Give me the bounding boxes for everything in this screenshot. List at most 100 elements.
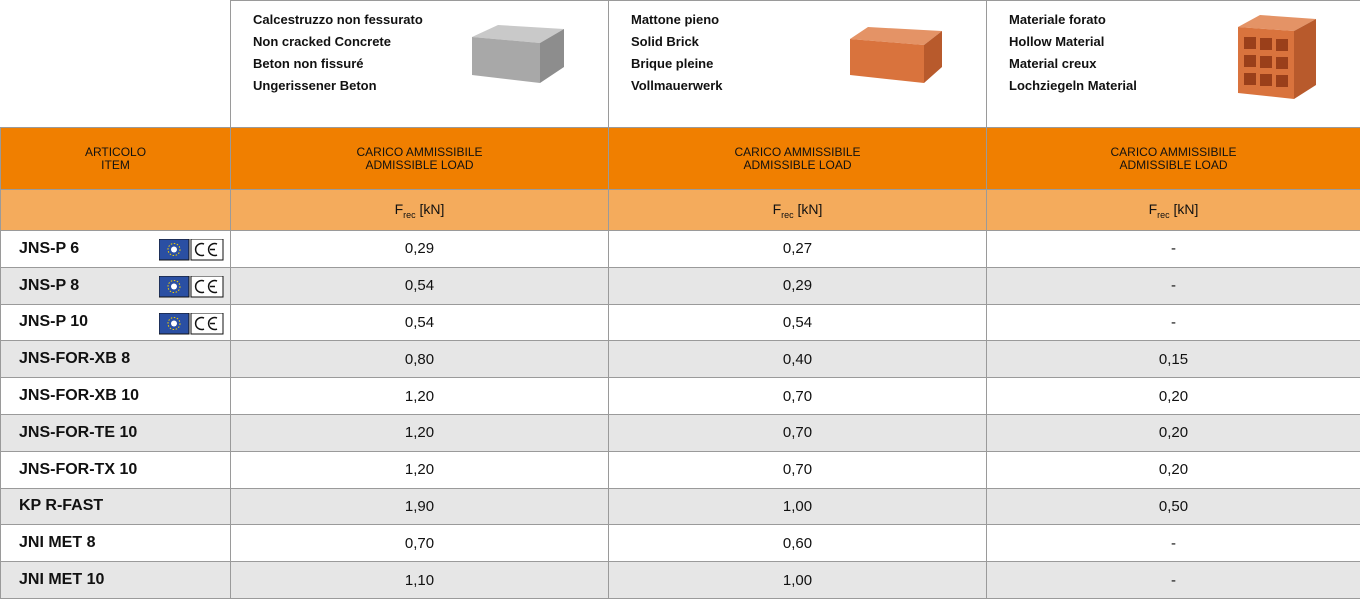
value-cell: 0,60	[609, 525, 987, 562]
value-cell: 0,54	[231, 304, 609, 341]
item-cell: JNI MET 8	[1, 525, 231, 562]
material-label: Hollow Material	[1009, 31, 1360, 53]
unit-symbol: F	[395, 201, 404, 217]
item-cell: JNS-FOR-XB 10	[1, 378, 231, 415]
unit-subscript: rec	[781, 209, 794, 219]
material-label: Materiale forato	[1009, 9, 1360, 31]
value-cell: 0,20	[987, 414, 1360, 451]
value-cell: 0,54	[231, 267, 609, 304]
header-label: CARICO AMMISSIBILE	[231, 146, 608, 159]
item-name: JNS-P 6	[19, 240, 79, 257]
value-cell: 0,70	[609, 378, 987, 415]
unit-cell	[1, 190, 231, 231]
unit-row: Frec [kN]Frec [kN]Frec [kN]	[1, 190, 1360, 231]
item-name: JNI MET 8	[19, 534, 95, 551]
value-cell: -	[987, 525, 1360, 562]
material-label: Ungerissener Beton	[253, 75, 609, 97]
header-label: ADMISSIBLE LOAD	[987, 159, 1360, 172]
unit-label: [kN]	[420, 201, 445, 217]
header-label: ARTICOLO	[1, 146, 230, 159]
item-cell: JNS-FOR-TE 10	[1, 414, 231, 451]
item-cell: JNS-P 8	[1, 267, 231, 304]
unit-label: [kN]	[798, 201, 823, 217]
material-label: Calcestruzzo non fessurato	[253, 9, 609, 31]
value-cell: 1,00	[609, 562, 987, 599]
item-cell: JNS-FOR-XB 8	[1, 341, 231, 378]
value-cell: 0,80	[231, 341, 609, 378]
material-label: Non cracked Concrete	[253, 31, 609, 53]
header-label: ADMISSIBLE LOAD	[231, 159, 608, 172]
value-cell: 0,54	[609, 304, 987, 341]
value-cell: 0,70	[609, 414, 987, 451]
material-label: Material creux	[1009, 53, 1360, 75]
item-name: JNS-P 10	[19, 313, 88, 330]
value-cell: -	[987, 231, 1360, 268]
page: Calcestruzzo non fessuratoNon cracked Co…	[0, 0, 1360, 598]
table-body: Calcestruzzo non fessuratoNon cracked Co…	[1, 1, 1360, 599]
item-cell: JNS-P 6	[1, 231, 231, 268]
value-cell: 0,29	[231, 231, 609, 268]
item-name: KP R-FAST	[19, 497, 103, 514]
unit-cell: Frec [kN]	[609, 190, 987, 231]
value-cell: 0,27	[609, 231, 987, 268]
unit-label: [kN]	[1174, 201, 1199, 217]
material-label: Brique pleine	[631, 53, 987, 75]
empty-cell	[1, 1, 231, 128]
header-label: CARICO AMMISSIBILE	[609, 146, 986, 159]
value-cell: 1,10	[231, 562, 609, 599]
item-name: JNS-FOR-XB 10	[19, 387, 139, 404]
value-cell: 1,20	[231, 378, 609, 415]
value-cell: 0,29	[609, 267, 987, 304]
value-cell: 0,20	[987, 378, 1360, 415]
value-cell: 1,20	[231, 451, 609, 488]
item-name: JNI MET 10	[19, 571, 104, 588]
unit-subscript: rec	[1157, 209, 1170, 219]
header-label: CARICO AMMISSIBILE	[987, 146, 1360, 159]
value-cell: 1,20	[231, 414, 609, 451]
unit-cell: Frec [kN]	[231, 190, 609, 231]
material-label: Vollmauerwerk	[631, 75, 987, 97]
material-label: Mattone pieno	[631, 9, 987, 31]
item-name: JNS-FOR-TX 10	[19, 461, 137, 478]
unit-cell: Frec [kN]	[987, 190, 1360, 231]
item-cell: JNI MET 10	[1, 562, 231, 599]
value-cell: 0,15	[987, 341, 1360, 378]
item-name: JNS-FOR-TE 10	[19, 424, 137, 441]
value-cell: -	[987, 304, 1360, 341]
item-name: JNS-P 8	[19, 277, 79, 294]
value-cell: 1,90	[231, 488, 609, 525]
unit-subscript: rec	[403, 209, 416, 219]
value-cell: 0,70	[231, 525, 609, 562]
value-cell: 0,50	[987, 488, 1360, 525]
certification-icons	[159, 239, 225, 261]
header-label: ADMISSIBLE LOAD	[609, 159, 986, 172]
header-label: ITEM	[1, 159, 230, 172]
certification-icons	[159, 313, 225, 335]
certification-icons	[159, 276, 225, 298]
material-label: Solid Brick	[631, 31, 987, 53]
value-cell: -	[987, 267, 1360, 304]
item-cell: JNS-FOR-TX 10	[1, 451, 231, 488]
item-name: JNS-FOR-XB 8	[19, 350, 130, 367]
unit-symbol: F	[773, 201, 782, 217]
value-cell: 0,40	[609, 341, 987, 378]
value-cell: 1,00	[609, 488, 987, 525]
material-label: Beton non fissuré	[253, 53, 609, 75]
